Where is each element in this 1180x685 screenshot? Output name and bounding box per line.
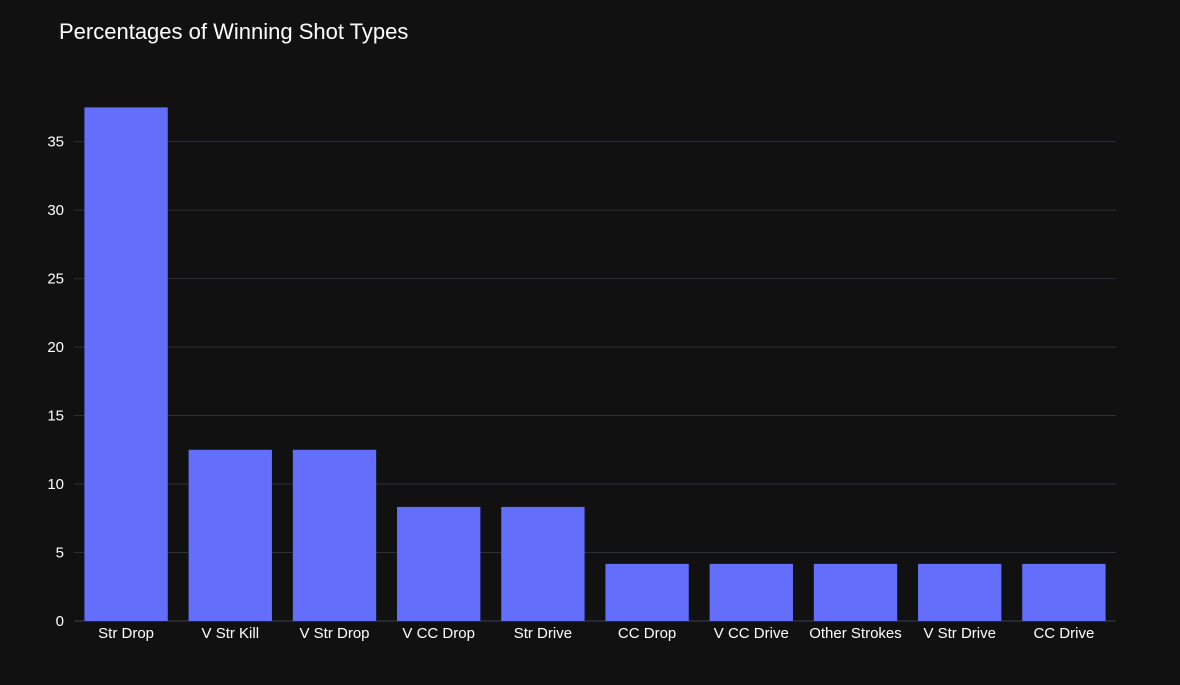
y-tick-label: 25 xyxy=(47,271,64,288)
x-tick-label: V CC Drive xyxy=(714,625,789,642)
y-tick-label: 10 xyxy=(47,476,64,493)
x-tick-label: V CC Drop xyxy=(402,625,475,642)
chart-title: Percentages of Winning Shot Types xyxy=(59,19,409,44)
y-tick-label: 30 xyxy=(47,202,64,219)
x-axis-ticks: Str Drop V Str Kill V Str Drop V CC Drop Str… xyxy=(98,625,1094,642)
bar-v-str-drive[interactable] xyxy=(918,563,1002,621)
x-tick-label: Str Drive xyxy=(514,625,572,642)
bar-v-str-kill[interactable] xyxy=(188,449,272,621)
y-tick-label: 0 xyxy=(56,613,64,630)
x-tick-label: Str Drop xyxy=(98,625,154,642)
bar-v-cc-drive[interactable] xyxy=(709,563,793,621)
y-tick-label: 15 xyxy=(47,408,64,425)
y-tick-label: 5 xyxy=(56,545,64,562)
bar-v-cc-drop[interactable] xyxy=(397,506,481,621)
x-tick-label: V Str Drop xyxy=(299,625,369,642)
y-tick-label: 35 xyxy=(47,134,64,151)
x-tick-label: Other Strokes xyxy=(809,625,902,642)
bars xyxy=(84,107,1106,622)
bar-str-drive[interactable] xyxy=(501,506,585,621)
bar-cc-drop[interactable] xyxy=(605,563,689,621)
bar-v-str-drop[interactable] xyxy=(292,449,377,621)
y-tick-label: 20 xyxy=(47,339,64,356)
bar-str-drop[interactable] xyxy=(84,107,168,622)
x-tick-label: V Str Kill xyxy=(202,625,260,642)
y-axis-ticks: 0 5 10 15 20 25 30 35 xyxy=(47,134,64,630)
x-tick-label: CC Drive xyxy=(1033,625,1094,642)
bar-cc-drive[interactable] xyxy=(1022,563,1106,621)
bar-other-strokes[interactable] xyxy=(813,563,898,621)
x-tick-label: CC Drop xyxy=(618,625,676,642)
x-tick-label: V Str Drive xyxy=(923,625,996,642)
